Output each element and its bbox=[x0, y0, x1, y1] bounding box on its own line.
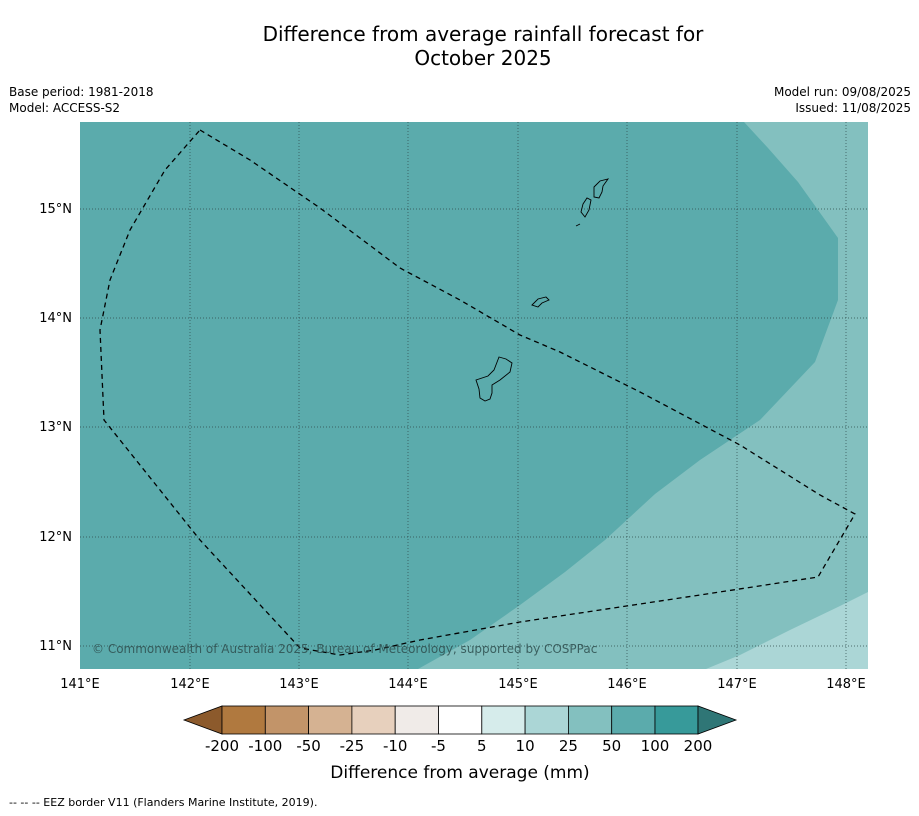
colorbar-bin-8 bbox=[524, 705, 569, 735]
cb-tick-6: 5 bbox=[477, 737, 487, 755]
island-aguijan bbox=[575, 223, 581, 227]
lon-label-147: 147°E bbox=[717, 677, 757, 692]
eez-legend-note: -- -- -- EEZ border V11 (Flanders Marine… bbox=[9, 796, 318, 809]
cb-tick-0: -200 bbox=[205, 737, 239, 755]
lon-label-146: 146°E bbox=[607, 677, 647, 692]
colorbar-bin-10 bbox=[611, 705, 656, 735]
lat-label-11: 11°N bbox=[39, 639, 72, 654]
title-line-2: October 2025 bbox=[414, 46, 552, 70]
lon-label-144: 144°E bbox=[388, 677, 428, 692]
colorbar-extend-high bbox=[697, 705, 738, 735]
lon-label-141: 141°E bbox=[60, 677, 100, 692]
cb-tick-1: -100 bbox=[248, 737, 282, 755]
cb-tick-4: -10 bbox=[383, 737, 408, 755]
lon-tick-labels: 141°E 142°E 143°E 144°E 145°E 146°E 147°… bbox=[60, 677, 866, 692]
base-period: Base period: 1981-2018 bbox=[9, 85, 154, 99]
copyright-text: © Commonwealth of Australia 2025, Bureau… bbox=[92, 642, 597, 656]
graticule bbox=[80, 122, 868, 669]
colorbar-bin-3 bbox=[308, 705, 353, 735]
colorbar-bin-2 bbox=[264, 705, 309, 735]
lon-label-142: 142°E bbox=[170, 677, 210, 692]
cb-tick-10: 100 bbox=[641, 737, 670, 755]
meta-right: Model run: 09/08/2025 Issued: 11/08/2025 bbox=[774, 84, 911, 116]
cb-tick-8: 25 bbox=[559, 737, 578, 755]
model-run: Model run: 09/08/2025 bbox=[773, 85, 911, 99]
colorbar-bin-1 bbox=[221, 705, 266, 735]
colorbar-bin-7 bbox=[481, 705, 526, 735]
map-title: Difference from average rainfall forecas… bbox=[0, 22, 919, 70]
colorbar-bin-11 bbox=[654, 705, 699, 735]
island-tinian bbox=[580, 197, 592, 218]
model-name: Model: ACCESS-S2 bbox=[9, 101, 121, 115]
cb-tick-9: 50 bbox=[602, 737, 621, 755]
island-saipan bbox=[593, 178, 610, 199]
colorbar bbox=[182, 705, 738, 735]
colorbar-bin-6 bbox=[438, 705, 483, 735]
cb-tick-7: 10 bbox=[516, 737, 535, 755]
title-line-1: Difference from average rainfall forecas… bbox=[262, 22, 704, 46]
eez-border bbox=[99, 129, 856, 656]
colorbar-bin-5 bbox=[394, 705, 439, 735]
island-rota bbox=[531, 296, 550, 308]
colorbar-bin-4 bbox=[351, 705, 396, 735]
map-area: © Commonwealth of Australia 2025, Bureau… bbox=[80, 122, 868, 669]
colorbar-title: Difference from average (mm) bbox=[330, 763, 589, 783]
lon-label-145: 145°E bbox=[498, 677, 538, 692]
issued-date: Issued: 11/08/2025 bbox=[795, 101, 911, 115]
lon-label-143: 143°E bbox=[279, 677, 319, 692]
colorbar-bin-9 bbox=[568, 705, 613, 735]
meta-left: Base period: 1981-2018 Model: ACCESS-S2 bbox=[9, 84, 154, 116]
cb-tick-11: 200 bbox=[684, 737, 713, 755]
anomaly-region-25-50 bbox=[418, 122, 868, 669]
lat-label-15: 15°N bbox=[39, 202, 72, 217]
cb-tick-5: -5 bbox=[431, 737, 446, 755]
colorbar-tick-labels: -200 -100 -50 -25 -10 -5 5 10 25 50 100 … bbox=[205, 737, 712, 755]
islands bbox=[475, 178, 610, 402]
lat-label-13: 13°N bbox=[39, 420, 72, 435]
island-guam bbox=[475, 356, 513, 402]
lat-tick-labels: 15°N 14°N 13°N 12°N 11°N bbox=[39, 202, 72, 654]
cb-tick-3: -25 bbox=[340, 737, 365, 755]
lat-label-14: 14°N bbox=[39, 311, 72, 326]
lon-label-148: 148°E bbox=[826, 677, 866, 692]
colorbar-extend-low bbox=[182, 705, 223, 735]
anomaly-region-10-25 bbox=[706, 592, 868, 669]
lat-label-12: 12°N bbox=[39, 530, 72, 545]
cb-tick-2: -50 bbox=[296, 737, 321, 755]
